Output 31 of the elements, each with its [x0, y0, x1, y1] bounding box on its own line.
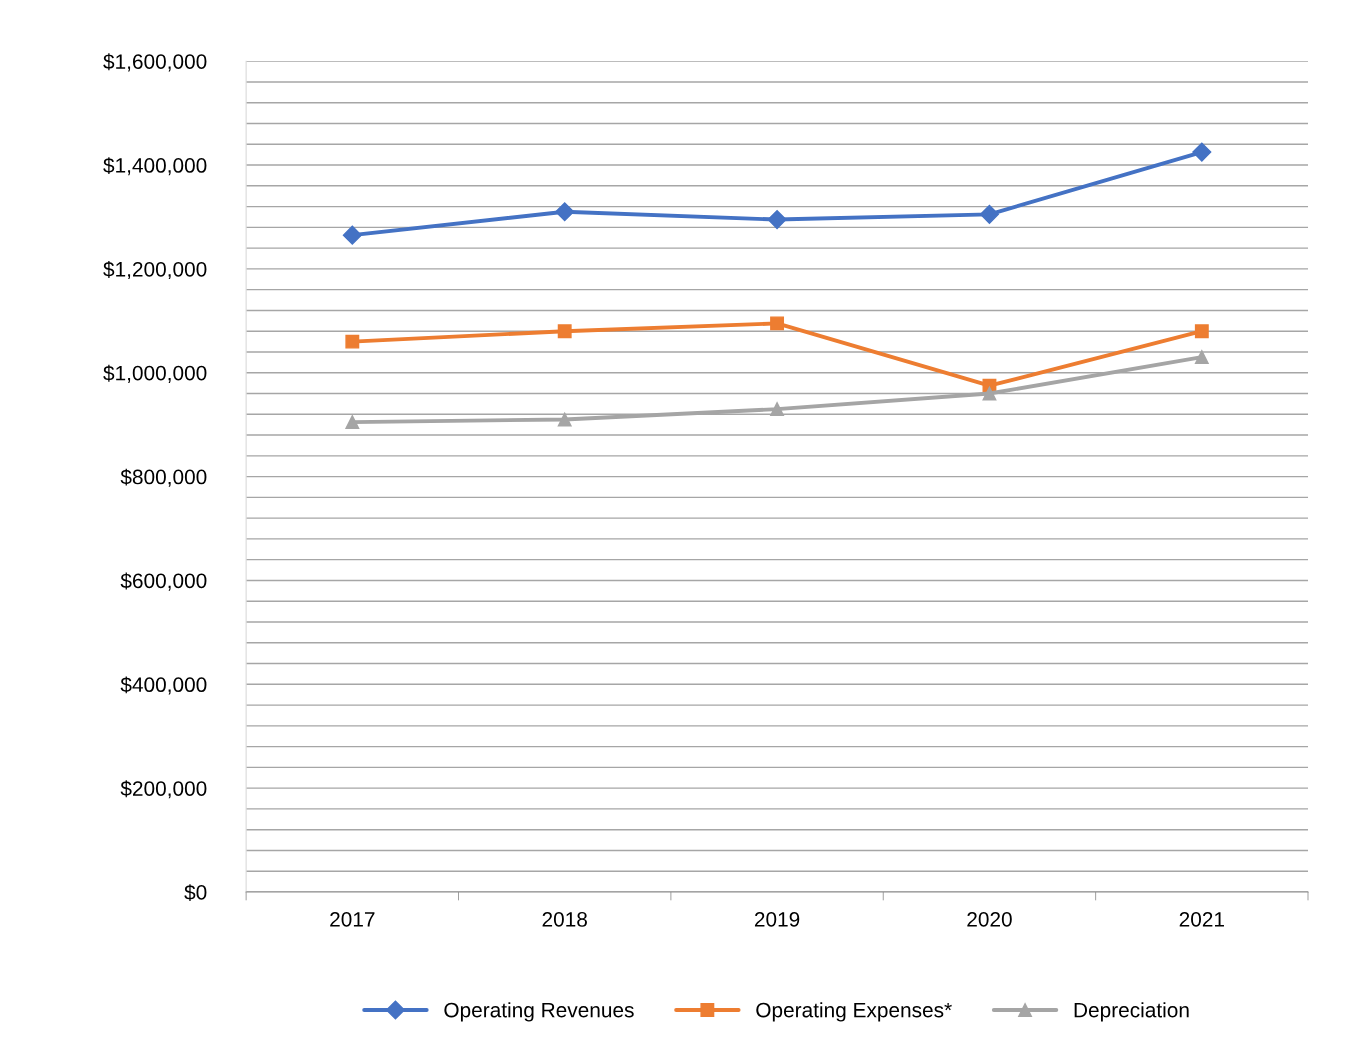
y-tick-label: $1,400,000	[103, 157, 207, 176]
y-tick-label: $1,600,000	[103, 53, 207, 72]
x-tick-label: 2020	[967, 912, 1012, 927]
point	[1194, 350, 1209, 365]
point	[770, 402, 785, 417]
point	[557, 412, 572, 427]
x-tick-label: 2018	[542, 912, 587, 927]
point	[1192, 142, 1212, 162]
y-tick-label: $200,000	[120, 780, 207, 799]
x-tick-label: 2019	[754, 912, 800, 927]
legend-label: Operating Revenues	[444, 1002, 634, 1022]
point	[345, 334, 360, 349]
point	[342, 225, 362, 245]
point	[345, 415, 360, 430]
point	[557, 324, 572, 339]
y-tick-label: $1,000,000	[103, 364, 207, 383]
y-tick-label: $400,000	[120, 676, 207, 695]
point	[1194, 324, 1209, 339]
y-tick-label: $0	[184, 884, 207, 901]
point	[979, 204, 999, 224]
x-tick-label: 2017	[330, 912, 375, 927]
x-tick-label: 2021	[1179, 912, 1224, 927]
y-tick-label: $1,200,000	[103, 261, 207, 280]
y-tick-label: $800,000	[120, 468, 207, 487]
legend-label: Depreciation	[1074, 1002, 1189, 1022]
point	[982, 386, 997, 401]
point	[555, 202, 575, 222]
legend-label: Operating Expenses*	[756, 1002, 952, 1022]
y-tick-label: $600,000	[120, 572, 207, 591]
point	[770, 316, 785, 331]
point	[767, 210, 787, 230]
